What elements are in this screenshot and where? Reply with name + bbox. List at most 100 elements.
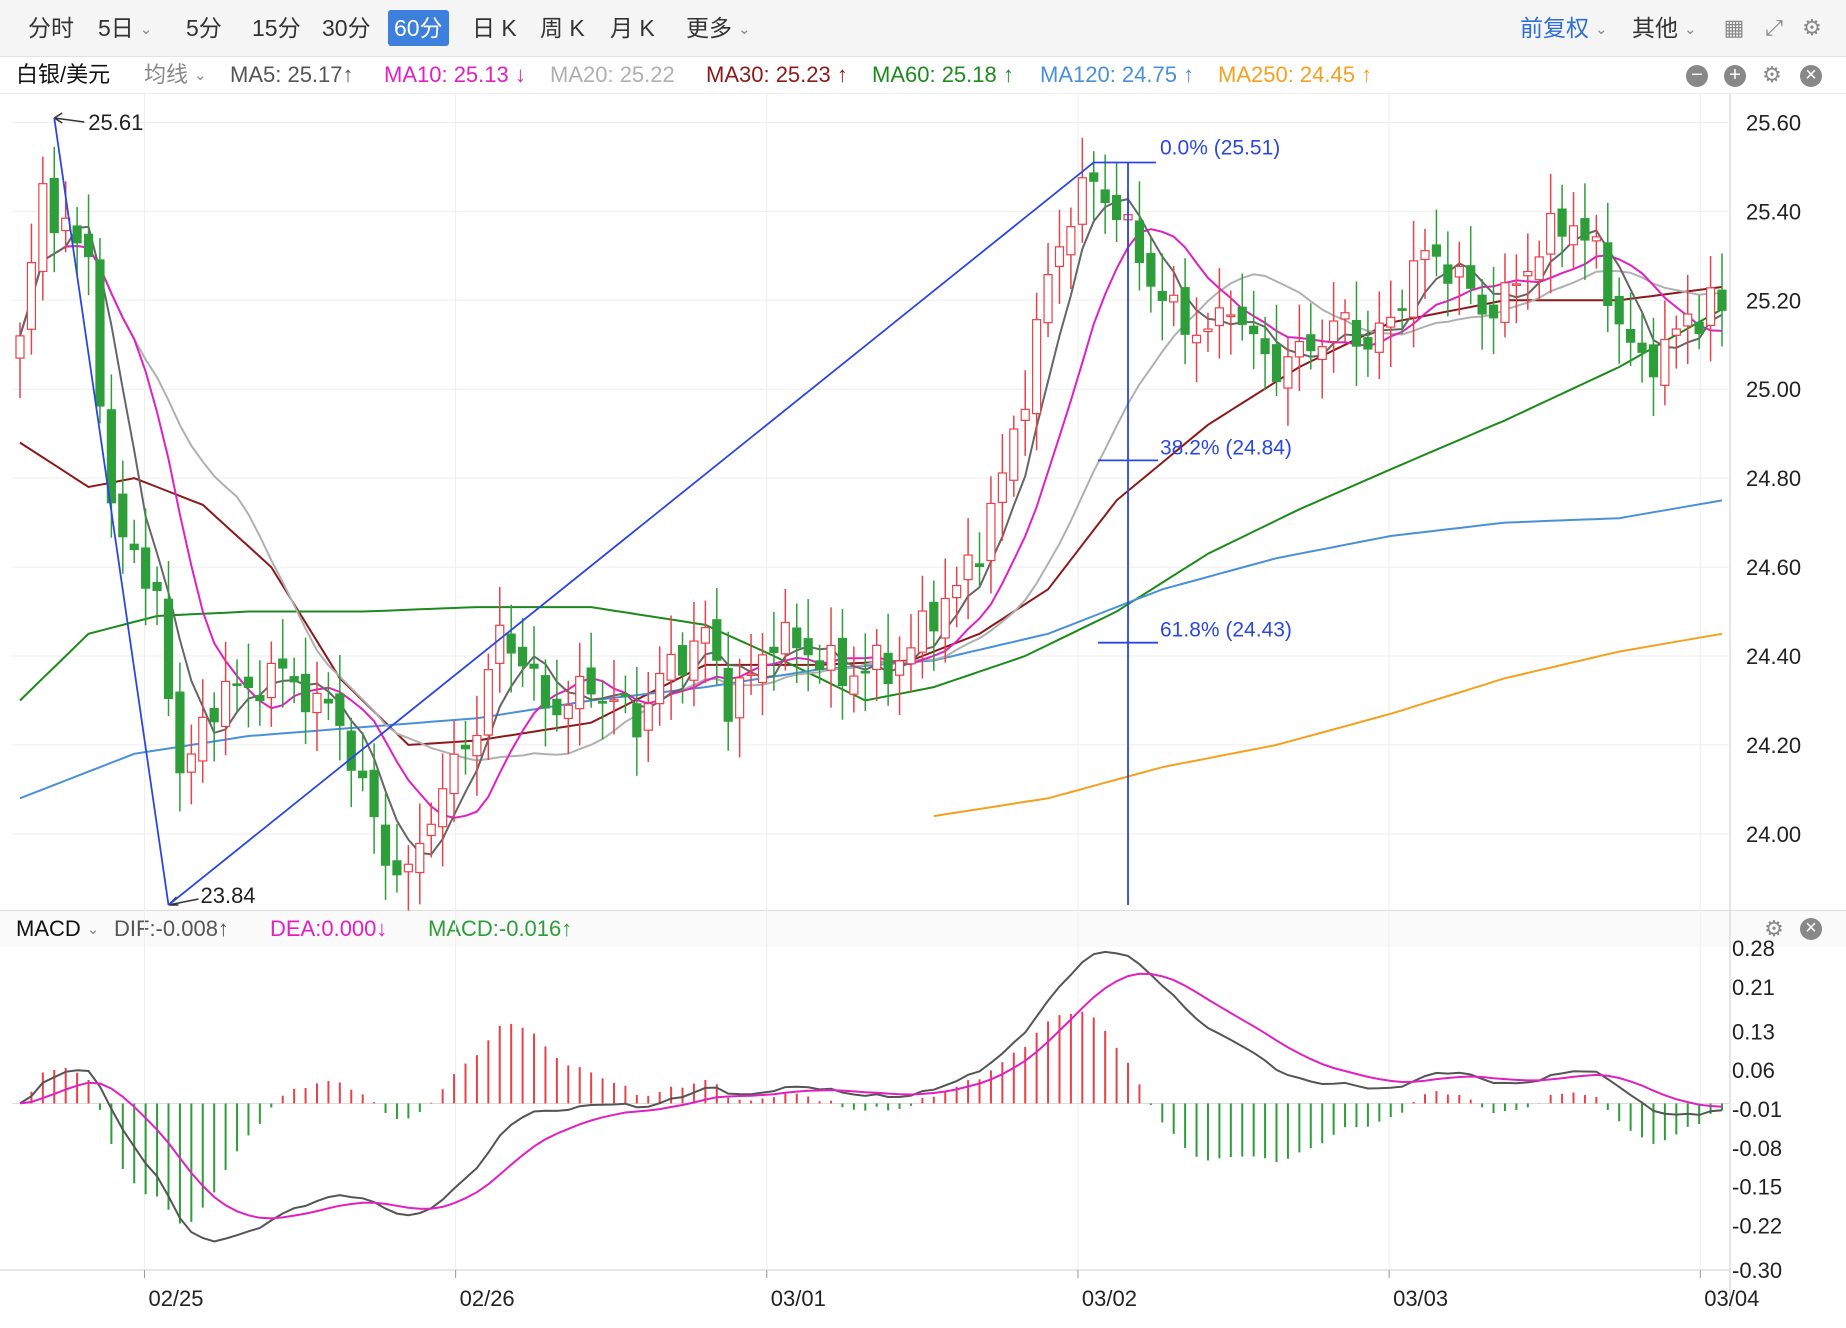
candle-up <box>700 627 710 644</box>
macd-tick-label: 0.06 <box>1732 1058 1775 1083</box>
candle-down <box>141 547 151 589</box>
high-marker-arrow <box>53 112 85 124</box>
candle-down <box>860 670 870 674</box>
ma10-label: MA10: 25.13 <box>384 62 509 87</box>
candle-up <box>643 703 653 731</box>
candle-up <box>1683 313 1693 327</box>
ma-type-label: 均线 <box>144 62 189 87</box>
candle-down <box>392 860 402 876</box>
tab-5day[interactable]: 5日 ⌄ <box>92 10 158 46</box>
candle-up <box>1660 338 1670 386</box>
price-tick-label: 24.80 <box>1746 466 1801 491</box>
fullscreen-icon[interactable]: ⤢ <box>1765 15 1783 40</box>
tab-30min[interactable]: 30分 <box>322 15 371 41</box>
chevron-down-icon: ⌄ <box>1684 20 1697 38</box>
candle-down <box>346 730 356 771</box>
settings-icon[interactable]: ⚙ <box>1802 15 1822 40</box>
more-menu[interactable]: 更多 ⌄ <box>680 10 757 46</box>
tab-daily-k[interactable]: 日 K <box>472 15 517 41</box>
candle-up <box>1671 328 1681 336</box>
fib-line-drop[interactable] <box>53 117 170 906</box>
candle-up <box>963 554 973 581</box>
candle-down <box>1260 338 1270 355</box>
ma-type-dropdown[interactable]: 均线 ⌄ <box>144 57 207 94</box>
candle-up <box>1329 320 1339 343</box>
candle-up <box>757 654 768 684</box>
candle-down <box>118 493 128 538</box>
candle-down <box>632 703 642 738</box>
ma120-arrow: ↑ <box>1183 62 1195 87</box>
candle-down <box>974 563 985 567</box>
candle-down <box>1146 252 1156 287</box>
adjust-dropdown[interactable]: 前复权 ⌄ <box>1520 10 1608 48</box>
candle-down <box>1614 295 1624 325</box>
candle-up <box>1043 274 1053 324</box>
candle-down <box>369 769 379 818</box>
candle-up <box>940 597 950 639</box>
tab-60min[interactable]: 60分 <box>388 10 449 46</box>
candle-up <box>917 610 928 653</box>
candle-down <box>803 638 813 656</box>
ma250-arrow: ↑ <box>1361 62 1373 87</box>
date-tick-label: 03/01 <box>771 1286 826 1311</box>
candle-down <box>1580 218 1590 241</box>
date-tick-label: 03/03 <box>1393 1286 1448 1311</box>
ma5-label: MA5: 25.17 <box>230 62 343 87</box>
candle-down <box>1111 194 1122 220</box>
candle-down <box>552 698 562 716</box>
candle-down <box>358 770 368 779</box>
date-tick-label: 02/25 <box>148 1286 203 1311</box>
fib-line-rise[interactable] <box>167 161 1095 906</box>
dif-line <box>19 950 1723 1243</box>
indicator-settings-icon[interactable]: ⚙ <box>1762 62 1782 87</box>
candle-up <box>986 502 996 562</box>
candle-down <box>278 658 288 669</box>
macd-settings-icon[interactable]: ⚙ <box>1764 916 1784 941</box>
candle-down <box>1100 189 1110 204</box>
candle-up <box>38 183 48 273</box>
candle-down <box>529 663 539 669</box>
price-tick-label: 25.00 <box>1746 377 1801 402</box>
ma10-legend: MA10: 25.13 ↓ <box>384 57 526 93</box>
candle-down <box>712 619 722 661</box>
tab-intraday[interactable]: 分时 <box>28 15 74 41</box>
candle-up <box>186 753 196 773</box>
ma30-label: MA30: 25.23 <box>706 62 831 87</box>
close-circle-icon[interactable]: × <box>1800 65 1822 87</box>
price-tick-label: 25.60 <box>1746 110 1801 135</box>
candle-up <box>15 335 25 359</box>
candle-up <box>426 823 436 837</box>
candle-down <box>677 645 688 676</box>
minus-circle-icon[interactable]: − <box>1686 65 1708 87</box>
candle-up <box>1523 270 1533 277</box>
macd-close-icon[interactable]: × <box>1800 918 1822 940</box>
other-dropdown[interactable]: 其他 ⌄ <box>1632 10 1697 48</box>
ma30-arrow: ↑ <box>836 62 848 87</box>
candle-up <box>1169 294 1179 303</box>
candle-up <box>746 673 756 677</box>
tab-15min[interactable]: 15分 <box>252 15 301 41</box>
candle-up <box>1511 283 1521 286</box>
adjust-label: 前复权 <box>1520 15 1589 41</box>
candle-up <box>1009 428 1019 481</box>
ma20-legend: MA20: 25.22 <box>550 57 675 93</box>
plus-circle-icon[interactable]: + <box>1724 65 1746 87</box>
candle-down <box>232 683 242 687</box>
candle-up <box>1340 312 1350 320</box>
macd-name[interactable]: MACD ⌄ <box>16 911 99 948</box>
candle-up <box>1226 314 1236 318</box>
candle-down <box>1626 328 1636 343</box>
tab-monthly-k[interactable]: 月 K <box>610 15 655 41</box>
ma5-arrow: ↑ <box>342 62 354 87</box>
date-tick-label: 02/26 <box>460 1286 515 1311</box>
grid-icon[interactable]: ▦ <box>1723 15 1745 40</box>
ma60-line <box>19 308 1723 702</box>
toolbar: 分时 5日 ⌄ 5分 15分 30分 60分 日 K 周 K 月 K 更多 ⌄ 前复… <box>0 0 1846 57</box>
tab-5min[interactable]: 5分 <box>186 15 222 41</box>
price-tick-label: 24.40 <box>1746 644 1801 669</box>
candle-up <box>1454 265 1464 278</box>
candle-down <box>129 543 139 551</box>
tab-weekly-k[interactable]: 周 K <box>540 15 585 41</box>
candle-up <box>472 734 482 757</box>
